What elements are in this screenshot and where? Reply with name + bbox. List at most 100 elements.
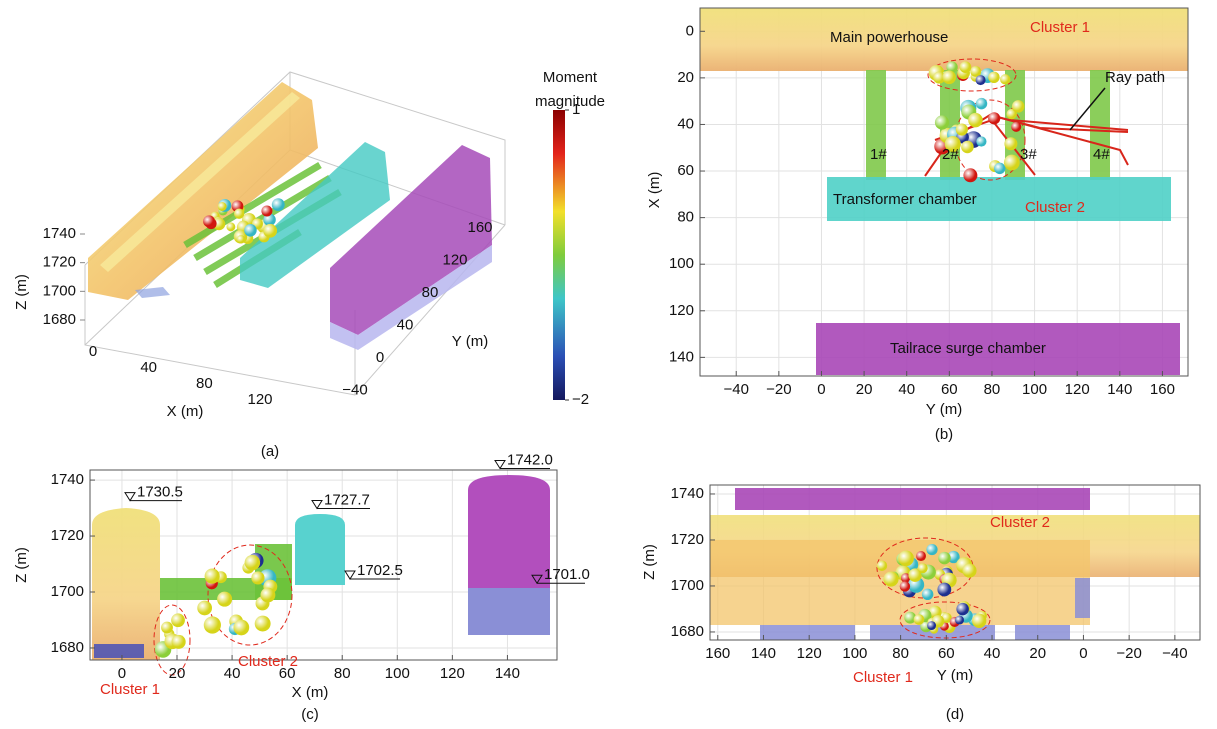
event-sphere (233, 620, 249, 636)
event-sphere (976, 75, 986, 85)
x-tick-label: 140 (495, 665, 520, 682)
x-tick-label: 80 (984, 381, 1001, 398)
x-tick-label: 120 (440, 665, 465, 682)
x-tick-label: 0 (118, 665, 126, 682)
x-tick-label: 60 (941, 381, 958, 398)
y-tick-label: 0 (686, 22, 694, 39)
y-axis-label: Z (m) (13, 547, 30, 583)
x-tick-label: 20 (169, 665, 186, 682)
x-axis-label: Y (m) (926, 401, 962, 418)
x-axis-label: X (m) (167, 403, 204, 420)
annotation: Cluster 2 (238, 653, 298, 670)
event-sphere (261, 206, 272, 217)
event-sphere (263, 224, 277, 238)
y-axis-label: X (m) (646, 172, 663, 209)
chambers-side (710, 540, 1090, 625)
x-tick-label: 160 (705, 645, 730, 662)
tailrace-base (468, 588, 550, 635)
y-tick-label: 1700 (51, 583, 84, 600)
caption: (b) (935, 426, 953, 443)
x-axis-label: Y (m) (937, 667, 973, 684)
powerhouse-section (92, 508, 160, 660)
x-tick-label: 20 (1029, 645, 1046, 662)
colorbar-tick-label: 1 (572, 101, 580, 118)
event-sphere (877, 561, 887, 571)
x-tick-label: 100 (842, 645, 867, 662)
x-tick-label: 0 (89, 343, 97, 360)
annotation: Cluster 2 (990, 514, 1050, 531)
colorbar (553, 110, 565, 400)
y-tick-label: 1740 (51, 471, 84, 488)
event-sphere (161, 622, 173, 634)
z-tick-label: 1720 (43, 254, 76, 271)
event-sphere (255, 616, 271, 632)
x-tick-label: −40 (1162, 645, 1187, 662)
y-tick-label: 140 (669, 348, 694, 365)
x-tick-label: 120 (1065, 381, 1090, 398)
event-sphere (994, 163, 1005, 174)
z-tick-label: 1700 (43, 282, 76, 299)
event-sphere (938, 552, 950, 564)
event-sphere (218, 202, 227, 211)
y-tick-label: 1740 (671, 485, 704, 502)
elevation-label: 1730.5 (137, 484, 183, 501)
colorbar-title: magnitude (535, 93, 605, 110)
event-sphere (1011, 122, 1021, 132)
x-tick-label: 60 (938, 645, 955, 662)
event-sphere (237, 235, 245, 243)
event-sphere (204, 616, 221, 633)
x-tick-label: 100 (1022, 381, 1047, 398)
x-tick-label: 40 (140, 359, 157, 376)
y-tick-label: 1700 (671, 577, 704, 594)
pipe-label: 2# (942, 146, 959, 163)
event-sphere (226, 222, 235, 231)
tailrace-side (735, 488, 1090, 510)
elevation-label: 1701.0 (544, 566, 590, 583)
event-sphere (937, 583, 951, 597)
event-sphere (962, 564, 976, 578)
annotation: Main powerhouse (830, 29, 948, 46)
event-sphere (900, 581, 910, 591)
y-tick-label: −40 (342, 381, 367, 398)
x-tick-label: −20 (766, 381, 791, 398)
event-sphere (968, 113, 983, 128)
elevation-label: 1742.0 (507, 451, 553, 468)
event-sphere (926, 544, 937, 555)
annotation: Cluster 1 (1030, 19, 1090, 36)
x-tick-label: 80 (892, 645, 909, 662)
pipe-label: 1# (870, 146, 887, 163)
y-tick-label: 0 (376, 349, 384, 366)
y-tick-label: 80 (422, 284, 439, 301)
y-tick-label: 120 (669, 302, 694, 319)
x-tick-label: 120 (247, 391, 272, 408)
elevation-label: 1727.7 (324, 491, 370, 508)
event-sphere (927, 621, 936, 630)
event-sphere (922, 589, 933, 600)
event-sphere (1000, 74, 1010, 84)
event-sphere (955, 616, 964, 625)
event-sphere (961, 141, 974, 154)
event-sphere (1004, 137, 1017, 150)
y-tick-label: 160 (467, 219, 492, 236)
event-sphere (245, 555, 261, 571)
x-tick-label: 40 (984, 645, 1001, 662)
event-sphere (942, 70, 956, 84)
y-tick-label: 40 (397, 316, 414, 333)
x-tick-label: 160 (1150, 381, 1175, 398)
event-sphere (960, 61, 972, 73)
x-tick-label: 20 (856, 381, 873, 398)
annotation: Cluster 1 (100, 681, 160, 698)
event-sphere (171, 613, 185, 627)
x-tick-label: 80 (334, 665, 351, 682)
colorbar-tick-label: −2 (572, 391, 589, 408)
event-sphere (956, 603, 969, 616)
x-tick-label: 0 (1079, 645, 1087, 662)
x-axis-label: X (m) (292, 684, 329, 701)
y-tick-label: 1720 (671, 531, 704, 548)
event-sphere (988, 72, 999, 83)
event-sphere (1004, 155, 1020, 171)
x-tick-label: 80 (196, 375, 213, 392)
event-sphere (1012, 100, 1024, 112)
z-tick-label: 1680 (43, 311, 76, 328)
event-sphere (963, 168, 977, 182)
